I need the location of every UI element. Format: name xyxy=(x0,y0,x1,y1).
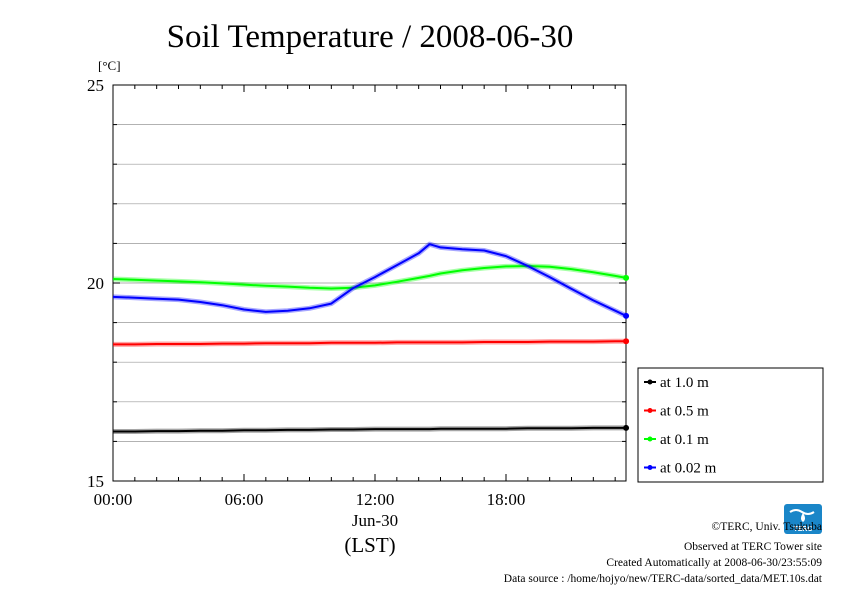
series-end-marker-0 xyxy=(623,424,630,431)
series-line-1 xyxy=(113,340,627,346)
credit-source: Data source : /home/hojyo/new/TERC-data/… xyxy=(504,573,823,585)
y-axis-unit-label: [°C] xyxy=(98,58,121,73)
terc-logo: TERC xyxy=(784,504,822,534)
legend-marker-2 xyxy=(647,436,653,442)
y-tick-label-25: 25 xyxy=(87,76,104,95)
series-end-marker-1 xyxy=(623,338,630,345)
x-tick-label-1800: 18:00 xyxy=(487,490,526,509)
series-lines xyxy=(112,241,630,434)
legend-label-2: at 0.1 m xyxy=(660,432,709,448)
x-tick-label-0000: 00:00 xyxy=(94,490,133,509)
credit-copyright: ©TERC, Univ. Tsukuba xyxy=(712,521,822,533)
series-line-0 xyxy=(113,426,627,433)
legend-label-1: at 0.5 m xyxy=(660,404,709,420)
legend-label-0: at 1.0 m xyxy=(660,375,709,391)
logo-text: TERC xyxy=(793,526,812,533)
series-end-marker-2 xyxy=(623,274,630,281)
series-end-marker-3 xyxy=(623,312,630,319)
legend-marker-3 xyxy=(647,465,653,470)
series-line-3 xyxy=(112,243,627,317)
axis-ticks xyxy=(112,84,626,482)
y-tick-label-20: 20 xyxy=(87,274,104,293)
legend-label-3: at 0.02 m xyxy=(660,461,717,477)
chart-title: Soil Temperature / 2008-06-30 xyxy=(167,19,574,55)
x-tick-label-0600: 06:00 xyxy=(225,490,264,509)
credit-created: Created Automatically at 2008-06-30/23:5… xyxy=(606,557,822,569)
legend: at 1.0 m at 0.5 m at 0.1 m at 0.02 m xyxy=(637,367,824,483)
legend-box xyxy=(637,367,824,483)
y-tick-label-15: 15 xyxy=(87,472,104,491)
x-tick-label-1200: 12:00 xyxy=(356,490,395,509)
series-line-2 xyxy=(112,265,627,290)
credit-observed: Observed at TERC Tower site xyxy=(684,541,822,553)
x-date-label: Jun-30 xyxy=(352,511,398,530)
legend-marker-1 xyxy=(647,408,653,413)
x-axis-label: (LST) xyxy=(344,533,395,557)
legend-marker-0 xyxy=(647,379,653,385)
